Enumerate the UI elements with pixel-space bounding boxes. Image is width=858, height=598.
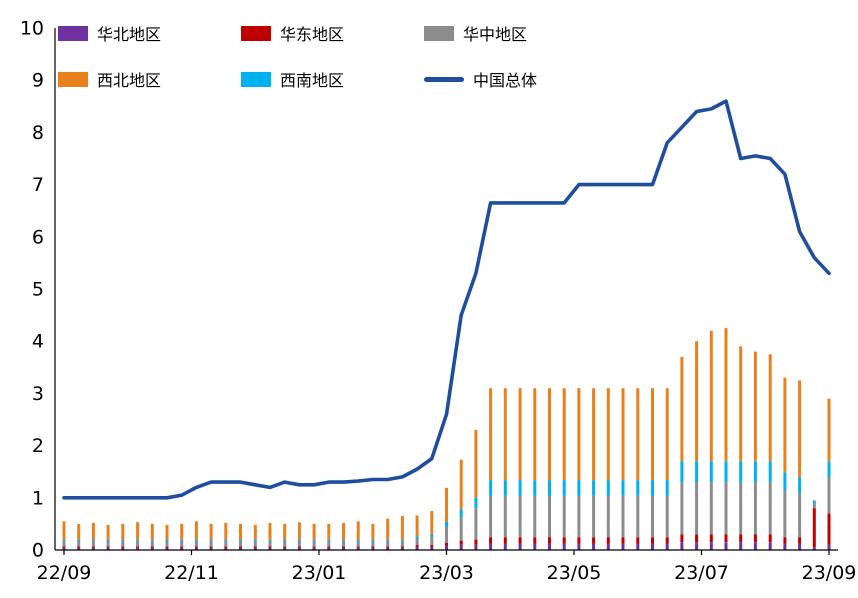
legend-item-central-china: 华中地区: [424, 20, 654, 46]
svg-text:9: 9: [32, 70, 44, 92]
legend-item-east-china: 华东地区: [241, 20, 424, 46]
northwest-china-label: 西北地区: [97, 71, 162, 90]
svg-text:1: 1: [32, 487, 44, 509]
svg-text:23/05: 23/05: [547, 562, 602, 584]
svg-text:8: 8: [32, 122, 44, 144]
legend-item-northwest-china: 西北地区: [58, 66, 241, 92]
svg-text:2: 2: [32, 435, 44, 457]
svg-text:10: 10: [20, 18, 44, 40]
east-china-swatch: [241, 25, 271, 41]
svg-text:6: 6: [32, 226, 44, 248]
svg-text:0: 0: [32, 540, 44, 562]
svg-text:22/09: 22/09: [37, 562, 92, 584]
northwest-china-swatch: [58, 71, 88, 87]
svg-text:22/11: 22/11: [164, 562, 219, 584]
legend-item-north-china: 华北地区: [58, 20, 241, 46]
north-china-swatch: [58, 25, 88, 41]
svg-text:23/09: 23/09: [802, 562, 857, 584]
china-total-label: 中国总体: [473, 71, 538, 90]
legend: 华北地区 华东地区 华中地区 西北地区 西南地区 中国总体: [58, 20, 654, 92]
svg-text:7: 7: [32, 174, 44, 196]
svg-text:23/01: 23/01: [292, 562, 347, 584]
north-china-label: 华北地区: [97, 25, 162, 44]
svg-text:5: 5: [32, 279, 44, 301]
central-china-swatch: [424, 25, 454, 41]
svg-text:23/03: 23/03: [419, 562, 474, 584]
southwest-china-swatch: [241, 71, 271, 87]
east-china-label: 华东地区: [280, 25, 345, 44]
southwest-china-label: 西南地区: [280, 71, 345, 90]
svg-text:4: 4: [32, 331, 44, 353]
legend-item-southwest-china: 西南地区: [241, 66, 424, 92]
svg-text:3: 3: [32, 383, 44, 405]
svg-text:23/07: 23/07: [674, 562, 729, 584]
central-china-label: 华中地区: [463, 25, 528, 44]
china-total-line-swatch: [424, 76, 464, 82]
legend-item-china-total: 中国总体: [424, 66, 654, 92]
